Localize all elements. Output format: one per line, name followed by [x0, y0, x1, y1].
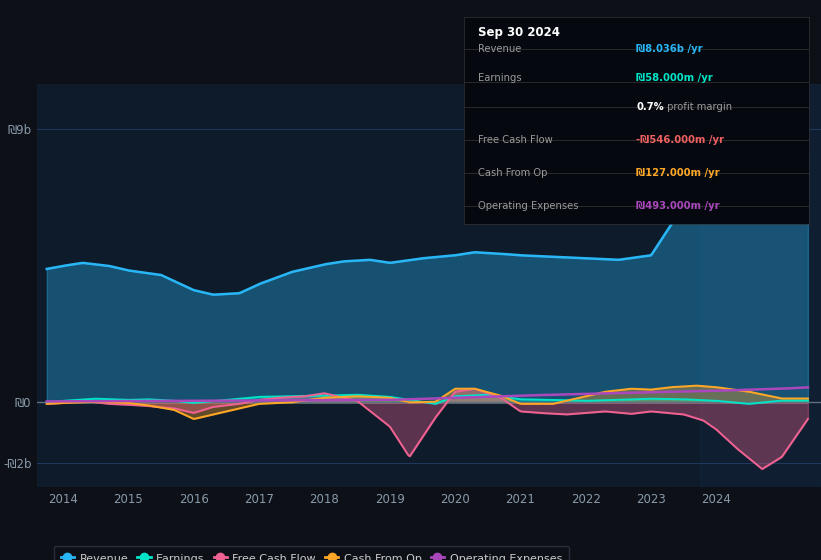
Text: ₪8.036b /yr: ₪8.036b /yr: [636, 44, 703, 54]
Text: ₪58.000m /yr: ₪58.000m /yr: [636, 73, 713, 83]
Text: Revenue: Revenue: [478, 44, 521, 54]
Text: Operating Expenses: Operating Expenses: [478, 202, 578, 211]
Text: -₪546.000m /yr: -₪546.000m /yr: [636, 135, 724, 145]
Text: ₪493.000m /yr: ₪493.000m /yr: [636, 202, 720, 211]
Text: profit margin: profit margin: [664, 102, 732, 112]
Text: 0.7%: 0.7%: [636, 102, 664, 112]
Text: ₪127.000m /yr: ₪127.000m /yr: [636, 168, 720, 178]
Bar: [700, 84, 821, 487]
Text: Cash From Op: Cash From Op: [478, 168, 547, 178]
Text: Sep 30 2024: Sep 30 2024: [478, 26, 560, 39]
Text: Free Cash Flow: Free Cash Flow: [478, 135, 553, 145]
Text: Earnings: Earnings: [478, 73, 521, 83]
Legend: Revenue, Earnings, Free Cash Flow, Cash From Op, Operating Expenses: Revenue, Earnings, Free Cash Flow, Cash …: [54, 546, 569, 560]
